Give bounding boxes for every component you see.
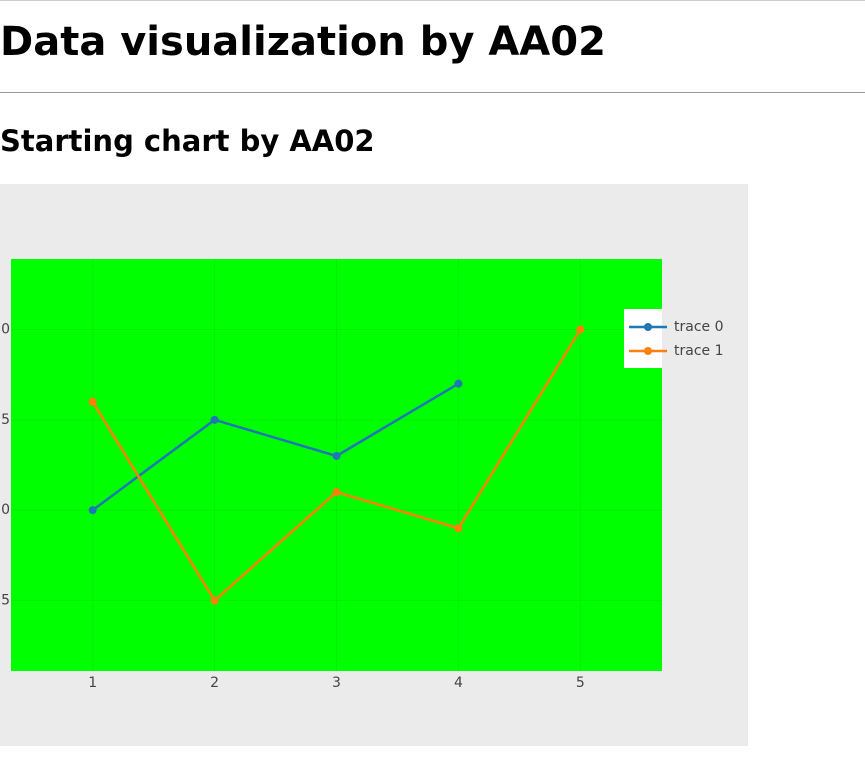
marker <box>454 379 463 388</box>
x-tick-label: 5 <box>576 675 585 691</box>
legend-label: trace 0 <box>674 319 724 335</box>
marker <box>88 397 97 406</box>
chart-title: Starting chart by AA02 <box>0 124 375 158</box>
y-tick-label: 15 <box>0 412 10 428</box>
x-tick-label: 4 <box>454 675 463 691</box>
marker <box>210 596 219 605</box>
marker <box>332 488 341 497</box>
legend-label: trace 1 <box>674 343 724 359</box>
y-tick-label: 5 <box>1 593 10 609</box>
x-tick-label: 2 <box>210 675 219 691</box>
marker <box>454 524 463 533</box>
marker <box>210 415 219 424</box>
plot-area <box>11 259 662 671</box>
legend-box <box>624 309 662 368</box>
x-tick-label: 1 <box>88 675 97 691</box>
line <box>91 382 460 512</box>
x-tick-label: 3 <box>332 675 341 691</box>
y-tick-label: 20 <box>0 321 10 337</box>
marker <box>576 325 585 334</box>
divider <box>0 92 865 93</box>
y-tick-label: 10 <box>0 502 10 518</box>
chart: 5 10 15 20 1 2 3 4 5 trace 0 trace 1 <box>0 184 748 746</box>
legend-marker <box>644 347 652 355</box>
legend-marker <box>644 323 652 331</box>
marker <box>332 451 341 460</box>
marker <box>88 506 97 515</box>
top-border <box>0 0 865 1</box>
page-title: Data visualization by AA02 <box>0 19 606 65</box>
